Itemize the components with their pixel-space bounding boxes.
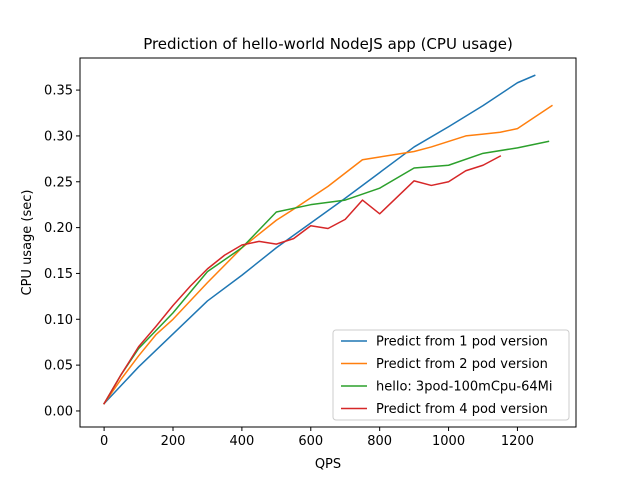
x-tick-label: 200 xyxy=(161,434,186,449)
x-tick-label: 600 xyxy=(298,434,323,449)
x-tick-label: 1200 xyxy=(501,434,534,449)
legend-label-2: Predict from 2 pod version xyxy=(376,357,548,372)
y-tick-label: 0.25 xyxy=(44,175,73,190)
ticks-layer: 0 200 400 600 800 1000 1200 0.00 0.05 0.10 0.15 0.2… xyxy=(44,84,534,449)
y-tick-label: 0.35 xyxy=(44,84,73,99)
legend-box xyxy=(332,329,570,421)
y-tick-label: 0.05 xyxy=(44,359,73,374)
series-line-1 xyxy=(103,74,536,405)
legend: Predict from 1 pod version Predict from 2… xyxy=(332,329,570,421)
series-layer xyxy=(103,74,553,405)
y-axis-label: CPU usage (sec) xyxy=(20,190,35,296)
x-tick-label: 800 xyxy=(367,434,392,449)
legend-label-3: hello: 3pod-100mCpu-64Mi xyxy=(376,380,552,395)
series-line-4 xyxy=(103,155,502,405)
chart-title: Prediction of hello-world NodeJS app (CP… xyxy=(143,35,513,53)
y-tick-label: 0.00 xyxy=(44,404,73,419)
series-line-3 xyxy=(103,140,550,405)
plot-frame xyxy=(79,57,577,428)
y-tick-label: 0.10 xyxy=(44,313,73,328)
legend-label-4: Predict from 4 pod version xyxy=(376,402,548,417)
x-tick-label: 1000 xyxy=(432,434,465,449)
series-line-2 xyxy=(103,104,553,405)
y-tick-label: 0.20 xyxy=(44,221,73,236)
x-tick-label: 0 xyxy=(100,434,108,449)
x-axis-label: QPS xyxy=(315,457,341,472)
y-tick-label: 0.15 xyxy=(44,267,73,282)
x-tick-label: 400 xyxy=(229,434,254,449)
y-tick-label: 0.30 xyxy=(44,129,73,144)
legend-label-1: Predict from 1 pod version xyxy=(376,335,548,350)
